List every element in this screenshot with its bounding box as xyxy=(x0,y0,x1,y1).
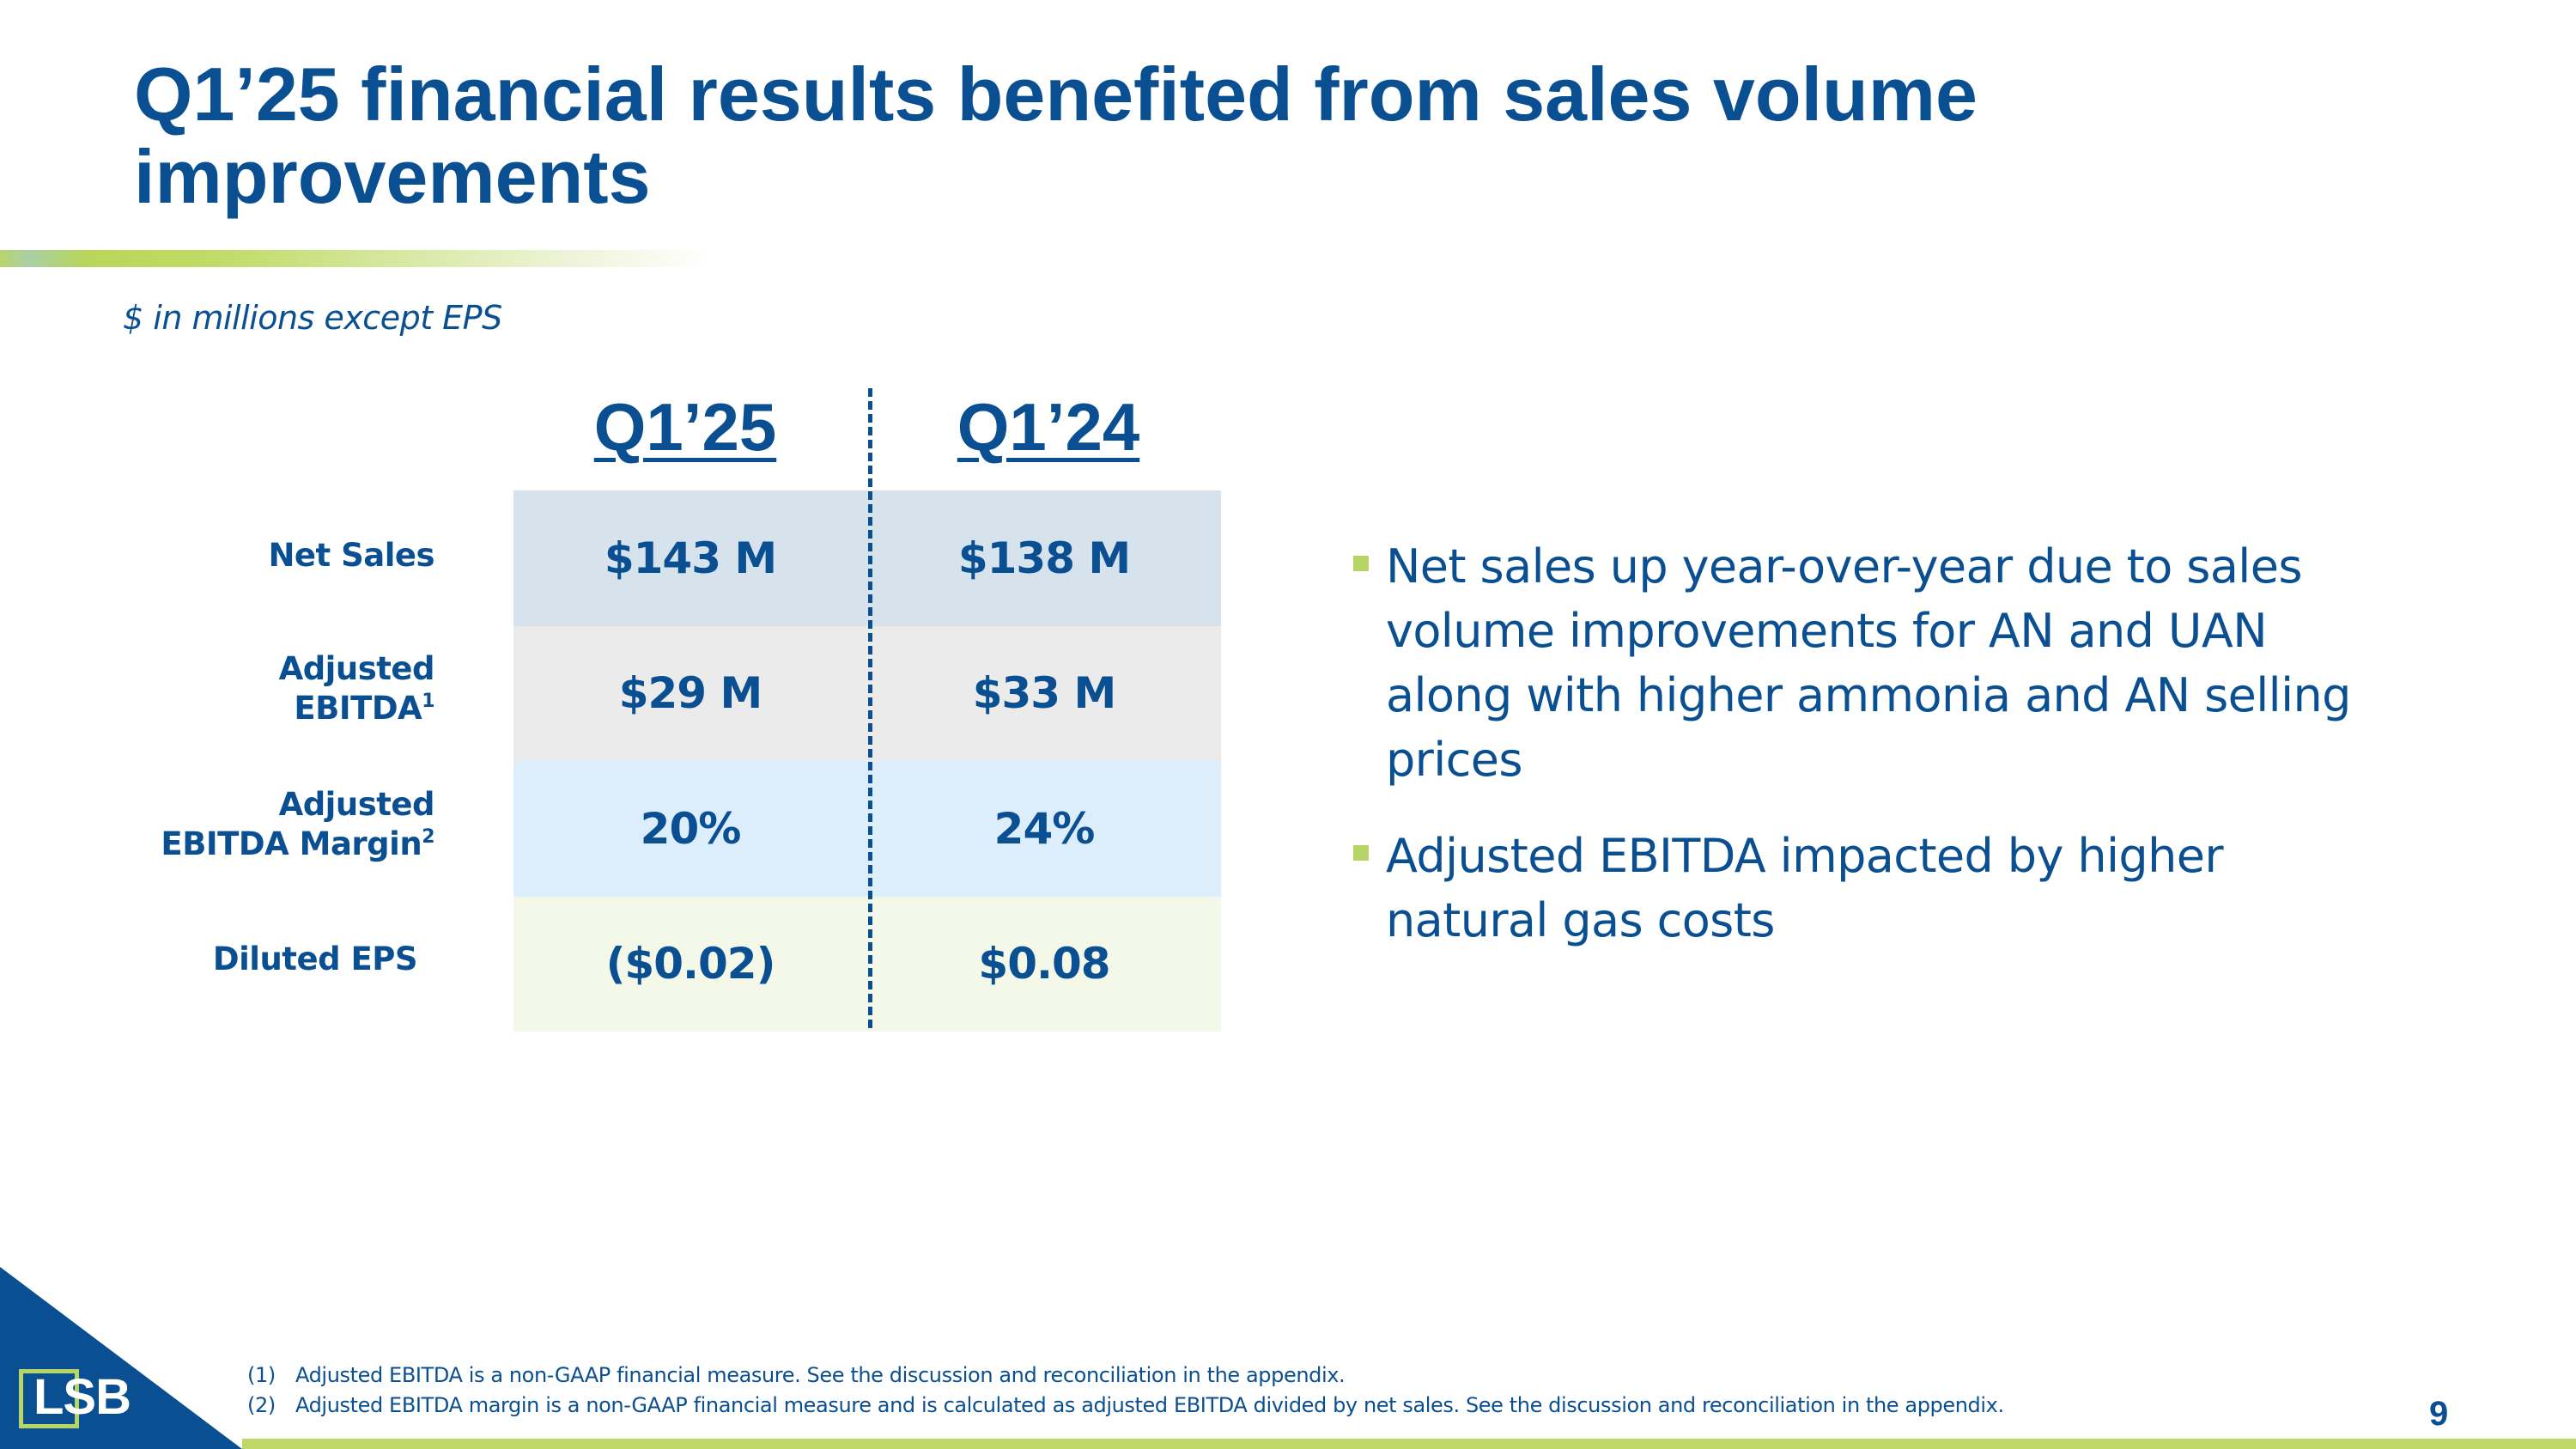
units-note: $ in millions except EPS xyxy=(123,299,502,337)
title-line-1: Q1’25 financial results benefited from s… xyxy=(134,52,1978,137)
cell-margin-q1-24: 24% xyxy=(993,803,1096,854)
bullet-1-line-1: Net sales up year-over-year due to sales xyxy=(1386,539,2302,594)
cell-net-sales-q1-24: $138 M xyxy=(957,533,1131,583)
footnote-1: (1) Adjusted EBITDA is a non-GAAP financi… xyxy=(247,1361,2004,1391)
bottom-green-bar xyxy=(242,1439,2576,1449)
row-label-margin-line2: EBITDA Margin xyxy=(161,825,422,862)
financial-results-table: $143 M $138 M $29 M $33 M 20% 24% ($0.02… xyxy=(513,490,1221,1032)
row-label-margin-line1: Adjusted xyxy=(278,786,435,823)
row-label-net-sales-text: Net Sales xyxy=(268,537,434,574)
column-header-q1-25: Q1’25 xyxy=(593,389,777,465)
cell-adj-ebitda-q1-25: $29 M xyxy=(618,668,763,719)
footnote-ref-1: 1 xyxy=(422,691,434,712)
lsb-logo: LSB xyxy=(33,1369,131,1425)
footnote-1-text: Adjusted EBITDA is a non-GAAP financial … xyxy=(295,1363,1346,1387)
table-row-net-sales: $143 M $138 M xyxy=(513,490,1221,626)
bullet-adjusted-ebitda: Adjusted EBITDA impacted by higher natur… xyxy=(1353,824,2384,953)
column-divider-dashed xyxy=(868,388,872,1028)
row-label-adjusted-ebitda: Adjusted EBITDA1 xyxy=(278,649,435,728)
title-gradient-rule xyxy=(0,250,713,267)
cell-net-sales-q1-25: $143 M xyxy=(604,533,777,583)
row-label-adj-ebitda-line2: EBITDA xyxy=(294,690,422,727)
bullet-2-line-2: natural gas costs xyxy=(1386,893,1775,947)
cell-eps-q1-25: ($0.02) xyxy=(605,939,776,989)
row-label-net-sales: Net Sales xyxy=(268,536,434,575)
footnote-ref-2: 2 xyxy=(422,826,434,848)
cell-margin-q1-25: 20% xyxy=(640,803,742,854)
bullet-1-line-2: volume improvements for AN and UAN xyxy=(1386,604,2268,658)
green-square-bullet-icon xyxy=(1353,845,1369,861)
bullet-2-line-1: Adjusted EBITDA impacted by higher xyxy=(1386,829,2224,883)
footnote-2-text: Adjusted EBITDA margin is a non-GAAP fin… xyxy=(295,1393,2004,1417)
column-header-q1-24: Q1’24 xyxy=(957,389,1140,465)
footnote-1-number: (1) xyxy=(247,1363,276,1387)
footnote-2-number: (2) xyxy=(247,1393,276,1417)
table-row-diluted-eps: ($0.02) $0.08 xyxy=(513,896,1221,1032)
bullet-1-line-4: prices xyxy=(1386,733,1523,787)
green-square-bullet-icon xyxy=(1353,556,1369,571)
logo-green-frame-icon xyxy=(19,1369,79,1428)
table-row-adjusted-ebitda-margin: 20% 24% xyxy=(513,761,1221,897)
brand-corner-triangle xyxy=(0,1267,242,1449)
row-label-diluted-eps-text: Diluted EPS xyxy=(212,941,418,977)
row-label-adjusted-ebitda-margin: Adjusted EBITDA Margin2 xyxy=(161,785,434,864)
table-row-adjusted-ebitda: $29 M $33 M xyxy=(513,625,1221,761)
bullet-net-sales: Net sales up year-over-year due to sales… xyxy=(1353,534,2384,792)
row-label-diluted-eps: Diluted EPS xyxy=(212,940,418,979)
page-number: 9 xyxy=(2429,1395,2449,1433)
cell-adj-ebitda-q1-24: $33 M xyxy=(972,668,1117,719)
bullet-1-line-3: along with higher ammonia and AN selling xyxy=(1386,668,2351,722)
key-points-list: Net sales up year-over-year due to sales… xyxy=(1353,534,2384,984)
row-label-adj-ebitda-line1: Adjusted xyxy=(278,650,435,687)
slide-title: Q1’25 financial results benefited from s… xyxy=(134,53,2281,218)
cell-eps-q1-24: $0.08 xyxy=(978,939,1110,989)
footnote-2: (2) Adjusted EBITDA margin is a non-GAAP … xyxy=(247,1391,2004,1421)
title-line-2: improvements xyxy=(134,134,651,219)
footnotes: (1) Adjusted EBITDA is a non-GAAP financi… xyxy=(247,1361,2004,1421)
